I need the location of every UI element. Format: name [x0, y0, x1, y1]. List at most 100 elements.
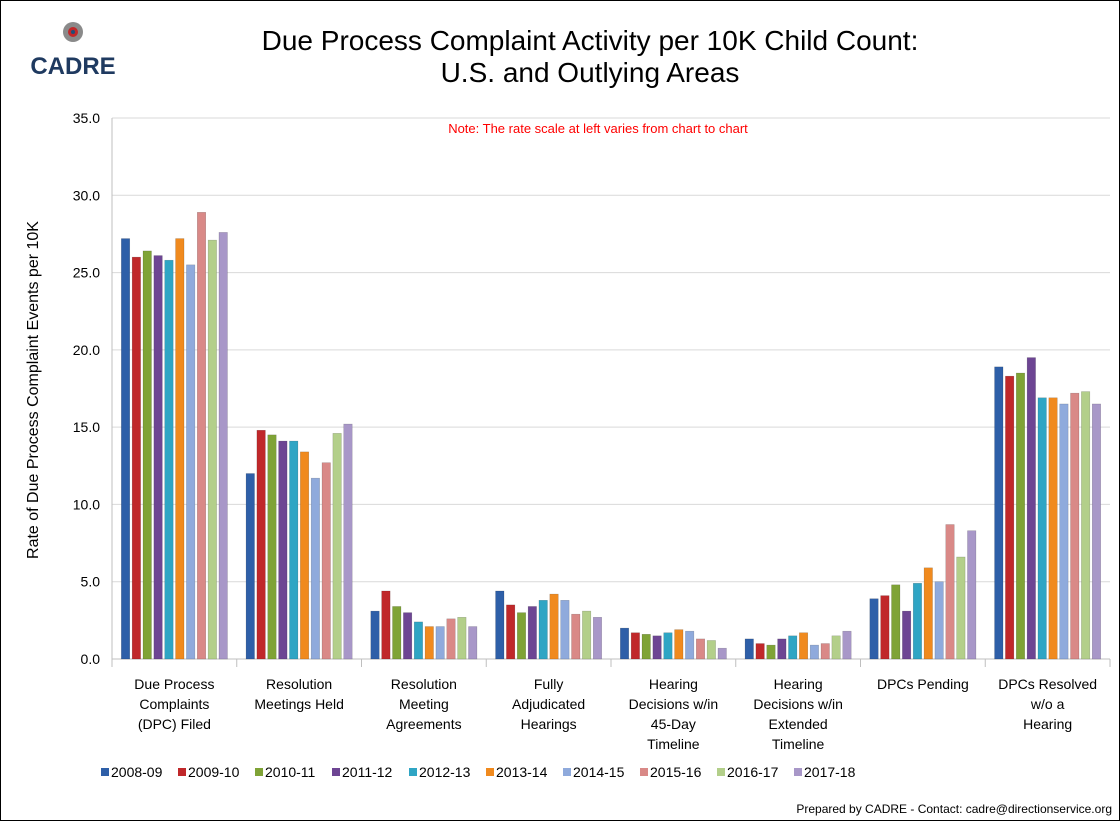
bar: [652, 635, 662, 660]
bar: [880, 595, 890, 660]
bar: [630, 632, 640, 660]
bar: [560, 600, 570, 660]
bar: [186, 264, 196, 660]
bar: [582, 610, 592, 660]
bar: [809, 644, 819, 660]
bar: [663, 632, 673, 660]
x-tick-label: Due Process Complaints (DPC) Filed: [134, 676, 214, 732]
bar: [403, 612, 413, 660]
bar: [300, 451, 310, 660]
bar: [457, 617, 467, 660]
x-tick-label: Hearing Decisions w/in 45-Day Timeline: [629, 676, 718, 752]
legend-swatch: [332, 768, 340, 776]
bar: [912, 583, 922, 660]
legend-label: 2013-14: [496, 764, 548, 780]
y-tick-label: 10.0: [73, 496, 100, 512]
legend-swatch: [255, 768, 263, 776]
chart-title: Due Process Complaint Activity per 10K C…: [262, 25, 919, 88]
legend-label: 2016-17: [727, 764, 779, 780]
bar: [1026, 357, 1036, 660]
bar: [413, 621, 423, 660]
bar: [744, 638, 754, 660]
bar: [517, 612, 526, 660]
bar: [777, 638, 787, 660]
bar: [495, 590, 505, 660]
legend-label: 2012-13: [419, 764, 471, 780]
bar: [1016, 372, 1025, 660]
bar: [197, 212, 206, 660]
bar: [820, 643, 830, 660]
legend-label: 2015-16: [650, 764, 702, 780]
legend-swatch: [717, 768, 725, 776]
bar: [571, 613, 581, 660]
bar: [435, 626, 445, 660]
bar: [1059, 403, 1069, 660]
legend-label: 2017-18: [804, 764, 856, 780]
legend-label: 2011-12: [342, 764, 393, 780]
legend-swatch: [178, 768, 186, 776]
bar: [468, 626, 478, 660]
y-tick-label: 30.0: [73, 187, 100, 203]
bar: [706, 640, 716, 660]
bar: [945, 524, 955, 660]
footer: Prepared by CADRE - Contact: cadre@direc…: [796, 802, 1112, 816]
legend-label: 2010-11: [265, 764, 316, 780]
bar: [1091, 403, 1101, 660]
y-tick-label: 15.0: [73, 419, 100, 435]
legend-swatch: [563, 768, 571, 776]
bar: [131, 256, 141, 660]
bar: [343, 423, 353, 660]
x-tick-label: Resolution Meeting Agreements: [386, 676, 461, 732]
legend-label: 2008-09: [111, 764, 163, 780]
bar: [310, 477, 320, 660]
bar: [142, 250, 152, 660]
legend-swatch: [486, 768, 494, 776]
y-tick-label: 0.0: [81, 651, 101, 667]
bar: [842, 630, 852, 660]
bar: [717, 647, 727, 660]
bar: [218, 232, 228, 660]
bar: [1070, 392, 1080, 660]
bar: [175, 238, 185, 660]
bar: [799, 632, 809, 660]
bar: [685, 630, 695, 660]
bar: [620, 627, 630, 660]
bar: [164, 259, 174, 660]
bar: [641, 634, 651, 660]
bar: [788, 635, 798, 660]
x-tick-label: Hearing Decisions w/in Extended Timeline: [753, 676, 842, 752]
bar: [370, 610, 380, 660]
bar: [902, 610, 912, 660]
bar: [245, 473, 255, 660]
legend-label: 2014-15: [573, 764, 625, 780]
bar: [956, 556, 966, 660]
bar: [527, 606, 537, 660]
bar: [831, 635, 841, 660]
bar: [891, 584, 901, 660]
bar: [256, 429, 266, 660]
x-tick-label: Resolution Meetings Held: [254, 676, 344, 712]
logo-text: CADRE: [30, 53, 115, 80]
legend-swatch: [794, 768, 802, 776]
x-tick-label: DPCs Pending: [877, 676, 969, 692]
legend-swatch: [409, 768, 417, 776]
bar: [766, 644, 776, 660]
bar: [934, 581, 944, 660]
annotation: Note: The rate scale at left varies from…: [448, 121, 748, 136]
bar: [153, 255, 163, 660]
bar: [121, 238, 131, 660]
bar: [674, 629, 684, 660]
y-tick-label: 20.0: [73, 342, 100, 358]
logo-icon: [63, 22, 83, 42]
bar: [994, 366, 1004, 660]
bar: [424, 626, 434, 660]
x-tick-label: Fully Adjudicated Hearings: [512, 676, 585, 732]
bar: [755, 643, 765, 660]
bar: [267, 434, 277, 660]
bar: [1081, 391, 1091, 660]
bar: [696, 638, 705, 660]
bar: [381, 590, 391, 660]
y-tick-label: 5.0: [81, 574, 101, 590]
y-axis-label: Rate of Due Process Complaint Events per…: [25, 221, 42, 559]
bar: [332, 433, 342, 660]
